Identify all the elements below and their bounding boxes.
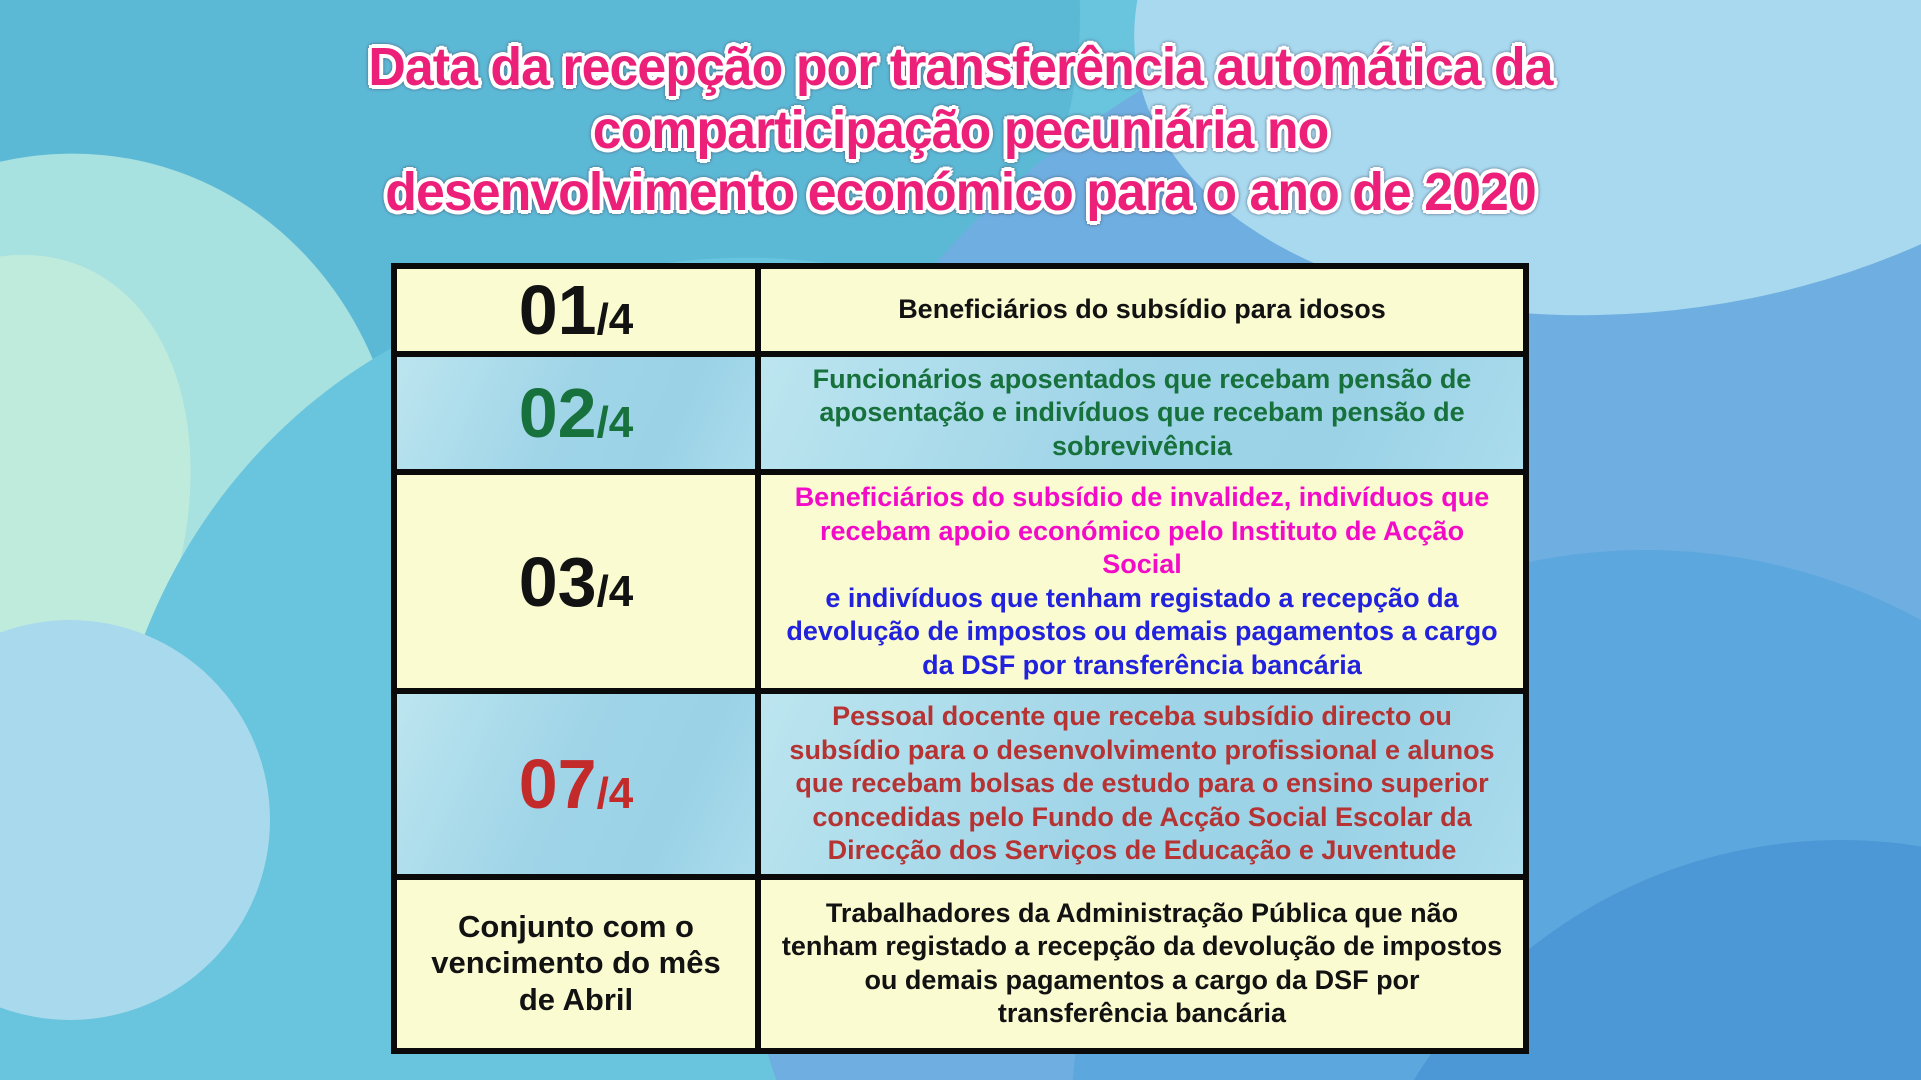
date-day: 02 [518, 374, 597, 453]
description-text: Beneficiários do subsídio de invalidez, … [779, 481, 1505, 682]
description-cell-idosos: Beneficiários do subsídio para idosos [755, 263, 1529, 357]
table-row-april-2: 02/4 Funcionários aposentados que receba… [391, 350, 1529, 476]
background-blob-left-pale-green [0, 180, 282, 940]
date-value: 02/4 [519, 378, 634, 448]
date-value: 03/4 [519, 547, 634, 617]
date-month-fraction: /4 [596, 295, 634, 344]
table-row-april-1: 01/4 Beneficiários do subsídio para idos… [391, 263, 1529, 357]
description-cell-docente: Pessoal docente que receba subsídio dire… [755, 688, 1529, 880]
date-day: 03 [518, 542, 597, 621]
date-cell-03-4: 03/4 [391, 469, 761, 695]
background-circle-bottomleft [0, 620, 270, 1020]
page-title-line-1: Data da recepção por transferência autom… [368, 37, 1553, 97]
page-title: Data da recepção por transferência autom… [0, 36, 1921, 224]
description-text: Beneficiários do subsídio para idosos [898, 294, 1386, 325]
date-cell-01-4: 01/4 [391, 263, 761, 357]
description-cell-aposentados: Funcionários aposentados que recebam pen… [755, 350, 1529, 476]
description-cell-administracao: Trabalhadores da Administração Pública q… [755, 873, 1529, 1054]
page-title-line-2: comparticipação pecuniária no [592, 99, 1330, 160]
date-cell-07-4: 07/4 [391, 688, 761, 880]
payment-schedule-table: 01/4 Beneficiários do subsídio para idos… [391, 263, 1529, 1054]
description-cell-invalidez: Beneficiários do subsídio de invalidez, … [755, 469, 1529, 695]
description-text: Pessoal docente que receba subsídio dire… [789, 701, 1495, 866]
description-text: Funcionários aposentados que recebam pen… [812, 364, 1472, 461]
date-value: 07/4 [519, 749, 634, 819]
description-text-magenta: Beneficiários do subsídio de invalidez, … [794, 482, 1490, 580]
date-month-fraction: /4 [596, 768, 634, 818]
table-row-vencimento-abril: Conjunto com o vencimento do mês de Abri… [391, 873, 1529, 1054]
date-month-fraction: /4 [596, 398, 634, 448]
description-text-blue: e indivíduos que tenham registado a rece… [786, 582, 1498, 680]
date-value: 01/4 [519, 275, 634, 345]
date-day: 07 [518, 744, 597, 823]
date-month-fraction: /4 [596, 566, 634, 616]
table-row-april-3: 03/4 Beneficiários do subsídio de invali… [391, 469, 1529, 695]
date-cell-vencimento: Conjunto com o vencimento do mês de Abri… [391, 873, 761, 1054]
page-title-line-3: desenvolvimento económico para o ano de … [385, 162, 1536, 223]
description-text: Trabalhadores da Administração Pública q… [781, 897, 1503, 1029]
table-row-april-7: 07/4 Pessoal docente que receba subsídio… [391, 688, 1529, 880]
date-day: 01 [518, 271, 597, 349]
date-cell-02-4: 02/4 [391, 350, 761, 476]
date-label: Conjunto com o vencimento do mês de Abri… [431, 908, 721, 1017]
